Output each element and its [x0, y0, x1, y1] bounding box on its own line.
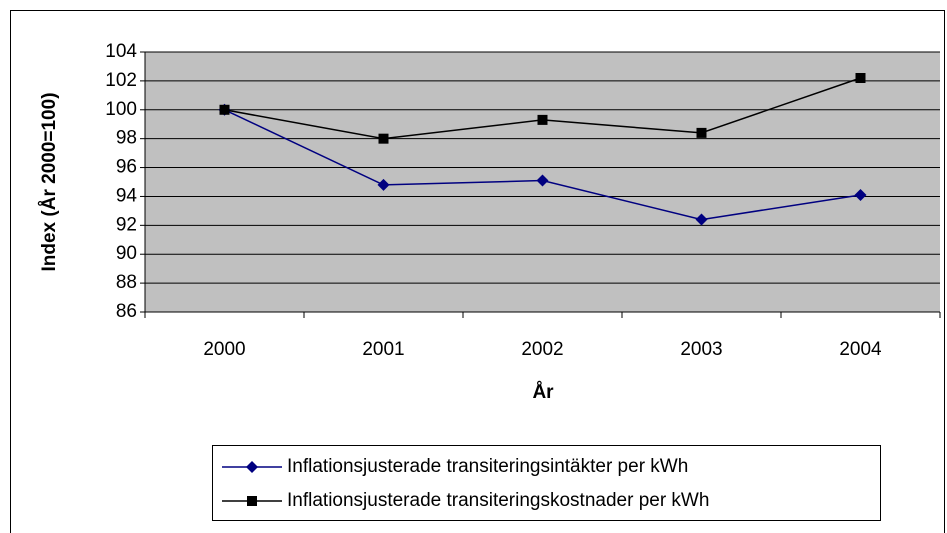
- data-point: [695, 213, 708, 226]
- y-tick-label: 100: [105, 99, 137, 120]
- y-tick-label: 92: [116, 214, 137, 235]
- data-point: [854, 189, 867, 201]
- x-tick-label: 2001: [362, 339, 404, 360]
- data-point: [536, 174, 549, 187]
- y-tick-label: 98: [116, 128, 137, 149]
- y-tick-label: 96: [116, 157, 137, 178]
- legend-marker: [246, 461, 258, 473]
- x-tick-label: 2003: [680, 339, 722, 360]
- y-tick-label: 88: [116, 272, 137, 293]
- x-tick-label: 2000: [203, 339, 245, 360]
- data-point: [378, 133, 389, 144]
- y-tick-label: 94: [116, 185, 138, 206]
- y-tick-label: 86: [116, 301, 137, 322]
- y-tick-label: 90: [116, 243, 137, 264]
- x-tick-label: 2002: [521, 339, 563, 360]
- legend-marker: [247, 496, 257, 506]
- data-point: [219, 104, 230, 115]
- data-point: [696, 127, 707, 138]
- data-point: [855, 73, 866, 83]
- legend-label: Inflationsjusterade transiteringskostnad…: [287, 490, 709, 511]
- y-tick-label: 104: [105, 41, 137, 62]
- x-tick-label: 2004: [839, 339, 882, 360]
- x-axis-label: År: [532, 382, 554, 403]
- y-tick-label: 102: [105, 70, 137, 91]
- data-point: [537, 114, 548, 125]
- legend: [212, 445, 881, 521]
- y-axis-label: Index (År 2000=100): [39, 92, 60, 271]
- data-point: [377, 178, 390, 191]
- legend-label: Inflationsjusterade transiteringsintäkte…: [287, 456, 688, 477]
